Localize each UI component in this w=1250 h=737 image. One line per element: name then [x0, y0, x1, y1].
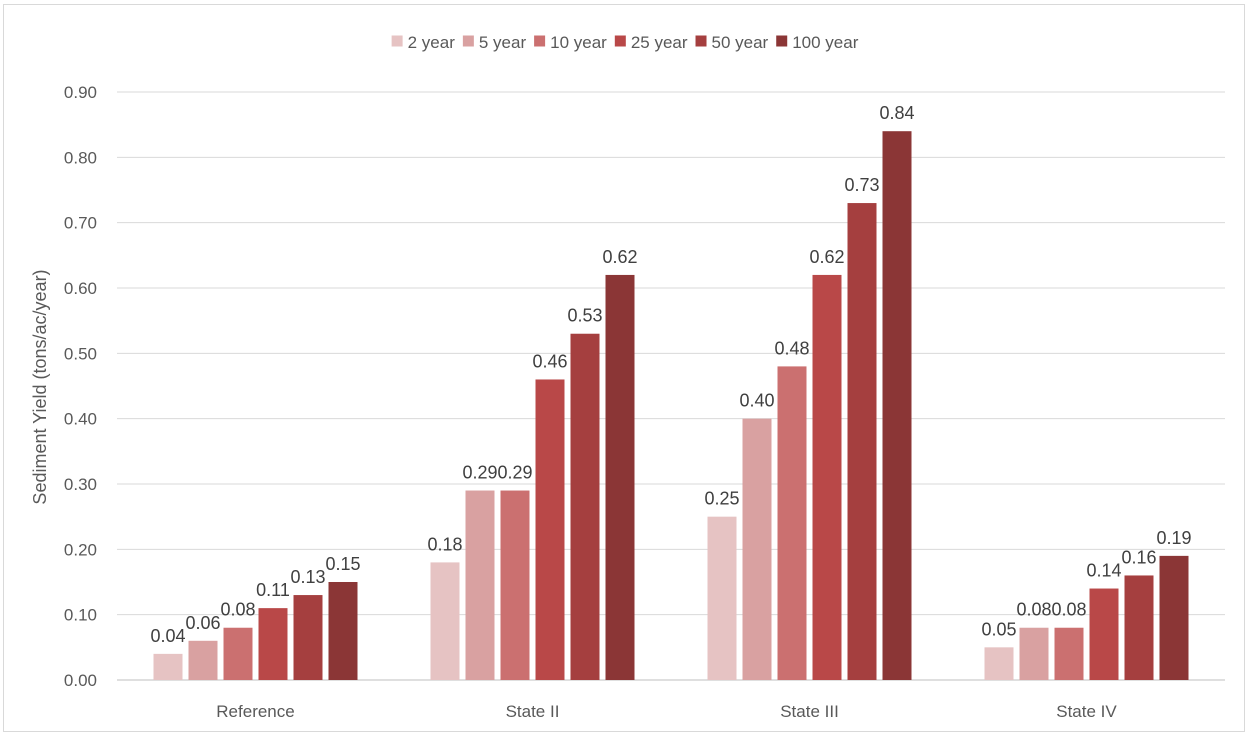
data-label: 0.29: [497, 463, 532, 483]
data-label: 0.16: [1121, 547, 1156, 567]
y-tick-label: 0.40: [64, 410, 97, 429]
y-tick-label: 0.70: [64, 214, 97, 233]
legend-entry: 10 year: [550, 33, 607, 52]
y-tick-label: 0.20: [64, 540, 97, 559]
bar: [707, 516, 737, 680]
x-category-label: Reference: [216, 702, 294, 721]
y-tick-label: 0.90: [64, 83, 97, 102]
bar: [1089, 588, 1119, 680]
data-label: 0.15: [325, 554, 360, 574]
bar: [328, 582, 358, 680]
data-label: 0.05: [981, 619, 1016, 639]
bar: [258, 608, 288, 680]
bar: [847, 203, 877, 681]
bar: [465, 490, 495, 680]
legend-entry: 2 year: [408, 33, 456, 52]
bar: [1159, 555, 1189, 680]
legend-swatch: [614, 35, 626, 47]
data-labels: 0.040.060.080.110.130.150.180.29 0.290.46…: [150, 103, 1191, 646]
data-label: 0.48: [774, 338, 809, 358]
y-tick-label: 0.10: [64, 606, 97, 625]
bar: [984, 647, 1014, 680]
legend: 2 year 5 year 10 year 25 year 50 year 100 yea…: [391, 33, 859, 52]
x-category-label: State IV: [1056, 702, 1117, 721]
data-label: 0.14: [1086, 561, 1121, 581]
bar: [882, 131, 912, 680]
bar: [742, 418, 772, 680]
y-axis-ticks: 0.00 0.10 0.20 0.30 0.40 0.50 0.60 0.70 0.80 0.90: [64, 83, 97, 690]
y-axis-label: Sediment Yield (tons/ac/year): [30, 269, 50, 504]
data-label: 0.04: [150, 626, 185, 646]
legend-swatch: [776, 35, 788, 47]
data-label: 0.53: [567, 306, 602, 326]
bars: [153, 131, 1189, 681]
bar: [500, 490, 530, 680]
data-label: 0.40: [739, 391, 774, 411]
y-tick-label: 0.00: [64, 671, 97, 690]
data-label: 0.08: [1016, 600, 1051, 620]
bar: [535, 379, 565, 680]
data-label: 0.08: [1051, 600, 1086, 620]
x-axis-categories: Reference State II State III State IV: [216, 702, 1117, 721]
legend-swatch: [462, 35, 474, 47]
data-label: 0.06: [185, 613, 220, 633]
x-category-label: State II: [506, 702, 560, 721]
data-label: 0.11: [256, 580, 290, 600]
data-label: 0.25: [704, 489, 739, 509]
bar: [153, 653, 183, 680]
bar: [812, 274, 842, 680]
legend-swatch: [391, 35, 403, 47]
bar: [188, 640, 218, 680]
y-tick-label: 0.30: [64, 475, 97, 494]
bar: [293, 595, 323, 680]
data-label: 0.13: [290, 567, 325, 587]
y-tick-label: 0.80: [64, 148, 97, 167]
data-label: 0.46: [532, 351, 567, 371]
data-label: 0.62: [809, 247, 844, 267]
legend-entry: 100 year: [792, 33, 858, 52]
data-label: 0.84: [879, 103, 914, 123]
data-label: 0.73: [844, 175, 879, 195]
data-label: 0.18: [427, 534, 462, 554]
bar: [223, 627, 253, 680]
data-label: 0.62: [602, 247, 637, 267]
bar: [605, 274, 635, 680]
y-tick-label: 0.60: [64, 279, 97, 298]
x-category-label: State III: [780, 702, 839, 721]
bar: [430, 562, 460, 680]
data-label: 0.29: [462, 463, 497, 483]
bar: [570, 333, 600, 680]
legend-entry: 5 year: [479, 33, 527, 52]
data-label: 0.19: [1156, 528, 1191, 548]
y-tick-label: 0.50: [64, 344, 97, 363]
legend-entry: 25 year: [631, 33, 688, 52]
bar: [1124, 575, 1154, 680]
data-label: 0.08: [220, 600, 255, 620]
legend-swatch: [534, 35, 546, 47]
legend-swatch: [695, 35, 707, 47]
bar: [1054, 627, 1084, 680]
bar: [1019, 627, 1049, 680]
bar: [777, 366, 807, 680]
legend-entry: 50 year: [712, 33, 769, 52]
